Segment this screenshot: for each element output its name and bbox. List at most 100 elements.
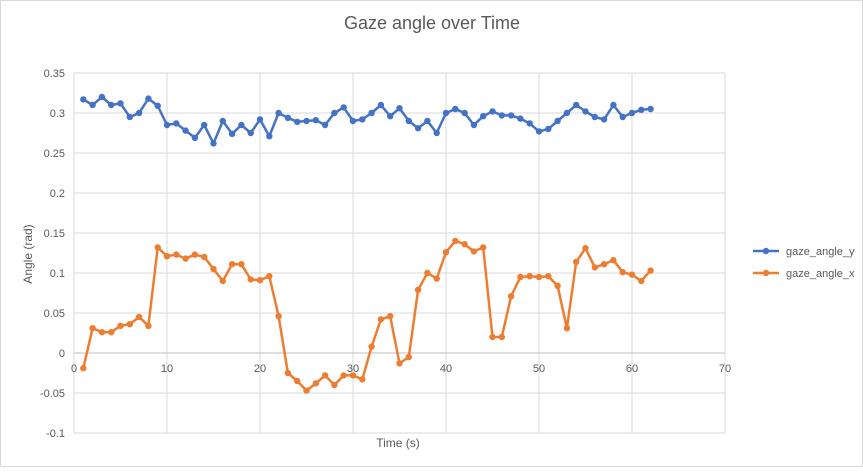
- data-point: [238, 261, 245, 268]
- data-point: [433, 129, 440, 137]
- data-point: [219, 277, 226, 285]
- y-tick-label: 0.2: [50, 188, 65, 200]
- data-point: [331, 381, 338, 389]
- data-point: [117, 322, 124, 329]
- data-point: [349, 372, 357, 379]
- x-tick-label: 0: [71, 363, 77, 375]
- data-point: [228, 130, 236, 137]
- legend-item: gaze_angle_x: [753, 268, 855, 280]
- y-tick-label: 0.3: [50, 108, 65, 120]
- data-point: [535, 128, 543, 135]
- data-point: [201, 121, 208, 129]
- data-point: [98, 93, 106, 101]
- x-tick-label: 20: [254, 363, 266, 375]
- series-gaze_angle_y: [80, 93, 654, 147]
- data-point: [433, 275, 440, 282]
- data-point: [154, 102, 161, 110]
- data-point: [396, 105, 403, 112]
- data-point: [470, 248, 478, 255]
- data-point: [582, 108, 589, 115]
- data-point: [442, 249, 450, 256]
- x-tick-label: 50: [533, 363, 545, 375]
- legend-item: gaze_angle_y: [753, 246, 855, 258]
- data-point: [349, 117, 357, 125]
- data-point: [554, 117, 561, 125]
- data-point: [396, 360, 403, 367]
- data-point: [145, 95, 152, 102]
- y-tick-label: 0.35: [44, 68, 65, 80]
- data-point: [647, 105, 654, 113]
- data-point: [331, 109, 338, 117]
- data-point: [610, 101, 617, 109]
- data-point: [321, 121, 329, 129]
- data-point: [619, 113, 626, 121]
- data-point: [563, 109, 571, 117]
- data-point: [470, 121, 478, 129]
- y-axis-ticks: -0.1 -0.05 0 0.05 0.1 0.15 0.2 0.25 0.3 0.35: [40, 68, 65, 440]
- data-point: [526, 273, 533, 280]
- data-point: [573, 101, 580, 109]
- data-point: [461, 241, 468, 248]
- data-point: [638, 106, 645, 114]
- data-point: [424, 269, 431, 277]
- data-point: [573, 258, 580, 265]
- data-point: [126, 321, 133, 328]
- data-point: [545, 273, 552, 280]
- data-point: [489, 108, 496, 115]
- data-point: [600, 116, 608, 123]
- data-point: [507, 112, 515, 119]
- data-point: [647, 267, 654, 274]
- y-tick-label: 0.1: [50, 268, 65, 280]
- x-tick-label: 70: [719, 363, 731, 375]
- data-point: [582, 245, 589, 252]
- data-point: [368, 109, 375, 117]
- data-point: [275, 313, 282, 320]
- data-point: [535, 273, 543, 281]
- data-point: [619, 269, 626, 276]
- data-point: [628, 271, 636, 278]
- x-tick-label: 40: [440, 363, 452, 375]
- data-point: [424, 117, 431, 125]
- data-point: [284, 114, 292, 122]
- data-point: [368, 343, 375, 350]
- data-point: [498, 333, 505, 341]
- data-point: [256, 277, 264, 284]
- data-point: [414, 286, 422, 293]
- y-tick-label: 0: [59, 348, 65, 360]
- y-tick-label: 0.05: [44, 308, 65, 320]
- legend-swatch-marker: [762, 269, 770, 277]
- data-point: [108, 329, 115, 336]
- y-tick-label: 0.15: [44, 228, 65, 240]
- y-axis-label: Angle (rad): [21, 224, 35, 283]
- data-point: [80, 365, 87, 372]
- data-point: [303, 387, 310, 394]
- x-tick-label: 60: [626, 363, 638, 375]
- data-point: [275, 109, 282, 117]
- data-point: [266, 273, 273, 280]
- data-point: [238, 121, 245, 129]
- data-point: [321, 372, 329, 379]
- data-point: [201, 253, 208, 261]
- data-point: [610, 257, 617, 264]
- data-point: [545, 125, 552, 133]
- data-point: [377, 316, 385, 323]
- data-point: [359, 376, 366, 383]
- data-point: [563, 325, 571, 332]
- data-point: [340, 372, 347, 379]
- data-point: [387, 313, 394, 320]
- x-axis-label: Time (s): [376, 436, 420, 450]
- data-point: [89, 101, 96, 109]
- series-gaze_angle_x: [80, 237, 654, 394]
- x-tick-label: 10: [161, 363, 173, 375]
- legend: gaze_angle_y gaze_angle_x: [753, 246, 855, 280]
- data-point: [173, 251, 180, 258]
- data-point: [414, 125, 422, 132]
- data-point: [163, 253, 171, 260]
- data-point: [359, 116, 366, 123]
- y-tick-label: -0.05: [40, 388, 65, 400]
- data-point: [247, 129, 254, 137]
- legend-swatch-marker: [762, 247, 770, 255]
- data-point: [163, 121, 171, 129]
- data-point: [526, 120, 533, 127]
